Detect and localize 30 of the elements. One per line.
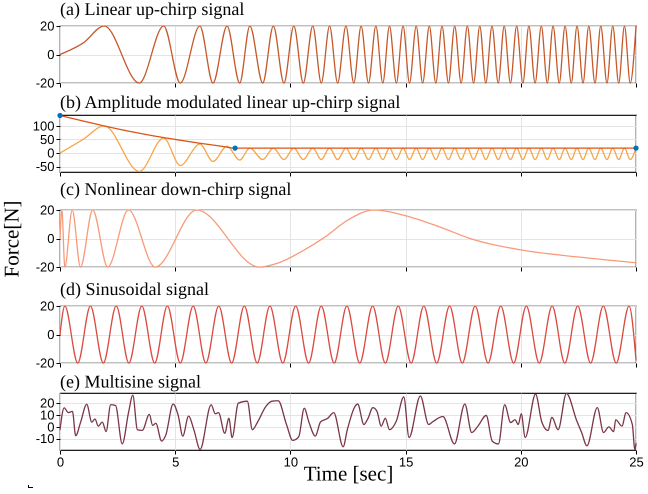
chart-title: (c) Nonlinear down-chirp signal <box>60 179 292 200</box>
y-tick-label: 0 <box>47 146 54 160</box>
y-tick-label: -20 <box>36 260 54 274</box>
y-tick-label: 20 <box>40 298 54 314</box>
y-tick-label: 100 <box>32 118 54 134</box>
y-tick-label: 0 <box>47 327 54 342</box>
y-axis-title: Force[N] <box>0 200 24 278</box>
x-tick-label: 0 <box>56 454 64 470</box>
line-series <box>59 209 637 268</box>
x-axis-title: Time [sec] <box>304 462 394 486</box>
chart-title: (d) Sinusoidal signal <box>60 279 209 299</box>
y-tick-label: 20 <box>40 202 54 218</box>
y-tick-label: -20 <box>36 76 54 90</box>
y-tick-label: -50 <box>36 159 54 174</box>
chart-title: (b) Amplitude modulated linear up-chirp signal <box>60 92 400 112</box>
y-tick-label: 20 <box>40 18 54 34</box>
line-series <box>59 25 637 84</box>
x-tick-label: 20 <box>514 454 529 470</box>
y-tick-label: 0 <box>47 231 54 246</box>
line-series <box>59 305 637 364</box>
x-tick-label: 10 <box>284 454 298 470</box>
x-tick-label: 25 <box>629 454 644 470</box>
line-series <box>59 392 637 450</box>
x-tick-label: 15 <box>398 454 414 470</box>
chart-title: (a) Linear up-chirp signal <box>60 0 244 19</box>
y-tick-label: -20 <box>36 356 54 370</box>
y-tick-label: 50 <box>40 132 54 147</box>
x-tick-label: 5 <box>172 454 180 470</box>
y-tick-label: 0 <box>47 47 54 62</box>
chart-title: (e) Multisine signal <box>60 372 201 392</box>
